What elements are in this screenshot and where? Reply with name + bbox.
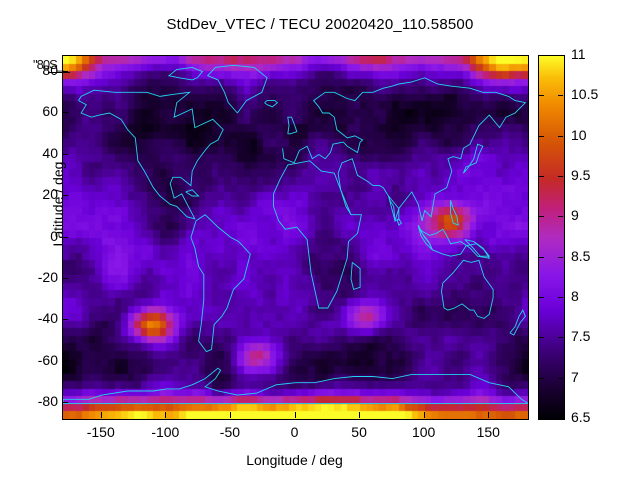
x-tick-mark [423,412,425,418]
colorbar-tick-mark [539,297,544,298]
y-tick-label: 0 [50,227,58,244]
x-tick-label: 50 [351,424,367,440]
colorbar-tick-mark [539,337,544,339]
colorbar-tick-mark [558,297,563,298]
colorbar-tick-mark [539,176,544,177]
colorbar-tick-label: 8.5 [571,247,591,264]
x-tick-label: -150 [86,424,115,440]
x-axis-ticklabels: -150 -100 -50 0 50 100 150 [0,424,640,446]
x-tick-label: 0 [290,424,299,440]
colorbar-gradient [539,56,564,419]
coastline-madagascar [351,262,360,289]
colorbar-tick-label: 11 [571,46,586,62]
y-tick-mark [62,319,68,321]
coastline-africa [274,161,362,308]
colorbar-tick-mark [558,176,563,177]
heatmap-plot-area [62,55,529,420]
colorbar-tick-mark [558,135,563,137]
y-tick-label: -80 [37,393,58,410]
colorbar-tick-label: 8 [571,288,579,304]
coastline-cuba [186,190,199,196]
colorbar-tick-label: 7.5 [571,328,591,345]
coastline-overlay [63,56,528,419]
x-tick-label: -100 [151,424,180,440]
colorbar-tick-mark [539,216,544,218]
coastline-philippines [451,200,459,225]
x-tick-mark [294,412,296,418]
coastline-greenland-ellesmere [169,67,203,80]
y-tick-label: -60 [37,351,58,368]
x-tick-mark [488,412,490,418]
x-tick-label: -50 [219,424,241,440]
colorbar-tick-label: 6.5 [571,409,591,425]
coastline-new-guinea-ext [465,240,490,257]
page-title: StdDev_VTEC / TECU 20020420_110.58500 [166,16,474,33]
y-tick-mark [62,153,68,155]
colorbar-tick-mark [558,95,563,97]
coastline-sumatra [418,225,432,250]
y-tick-mark [62,402,68,404]
x-tick-mark [165,412,167,418]
coastline-south-america [191,215,250,352]
legend-sample-line [48,72,70,73]
coastline-asia-south [389,196,399,221]
y-tick-label: 60 [42,103,58,120]
y-tick-label: -20 [37,268,58,285]
colorbar-tick-label: 9.5 [571,167,591,183]
y-tick-label: -40 [37,310,58,327]
y-tick-mark [62,112,68,114]
y-tick-mark [62,70,68,72]
colorbar-tick-mark [539,377,544,379]
coastline-british-isles [288,117,297,134]
y-tick-label: 40 [42,144,58,161]
x-axis-title: Longitude / deg [246,452,343,468]
colorbar-tick-mark [558,216,563,218]
coastline-antarctica [63,368,528,403]
clipped-legend-annotation: "80S_ [33,57,64,72]
y-tick-label: 20 [42,186,58,202]
colorbar-tick-mark [539,135,544,137]
coastline-iceland [265,101,278,107]
y-tick-mark [62,360,68,362]
coastline-australia [442,260,494,318]
y-tick-mark [62,277,68,279]
y-tick-label: 80 [42,61,58,78]
heatmap-raster [63,56,528,419]
coastline-greenland [208,65,267,113]
y-tick-mark [62,195,68,196]
colorbar-tick-label: 10 [571,126,587,143]
colorbar-tick-mark [539,95,544,97]
colorbar-tick-mark [539,256,544,258]
colorbar [538,55,565,420]
x-tick-mark [359,412,361,418]
coastline-europe [283,78,526,221]
y-axis-title: Latitude / deg [50,161,66,247]
colorbar-tick-label: 9 [571,207,579,224]
coastline-japan [463,144,482,173]
coastline-north-america [79,90,224,219]
colorbar-tick-mark [558,377,563,379]
y-tick-mark [62,236,68,238]
x-tick-label: 150 [476,424,500,440]
colorbar-tick-label: 10.5 [571,86,599,103]
colorbar-tick-mark [558,337,563,339]
x-tick-label: 100 [411,424,436,440]
coastline-sri-lanka [398,219,402,225]
coastline-borneo-indonesia [418,227,489,258]
colorbar-tick-label: 7 [571,368,579,385]
x-tick-mark [229,412,231,418]
y-axis-ticklabels: 80 60 40 20 0 -20 -40 -60 -80 [8,0,58,480]
coastline-new-zealand [510,310,526,335]
x-tick-mark [100,412,102,418]
colorbar-tick-mark [558,256,563,258]
